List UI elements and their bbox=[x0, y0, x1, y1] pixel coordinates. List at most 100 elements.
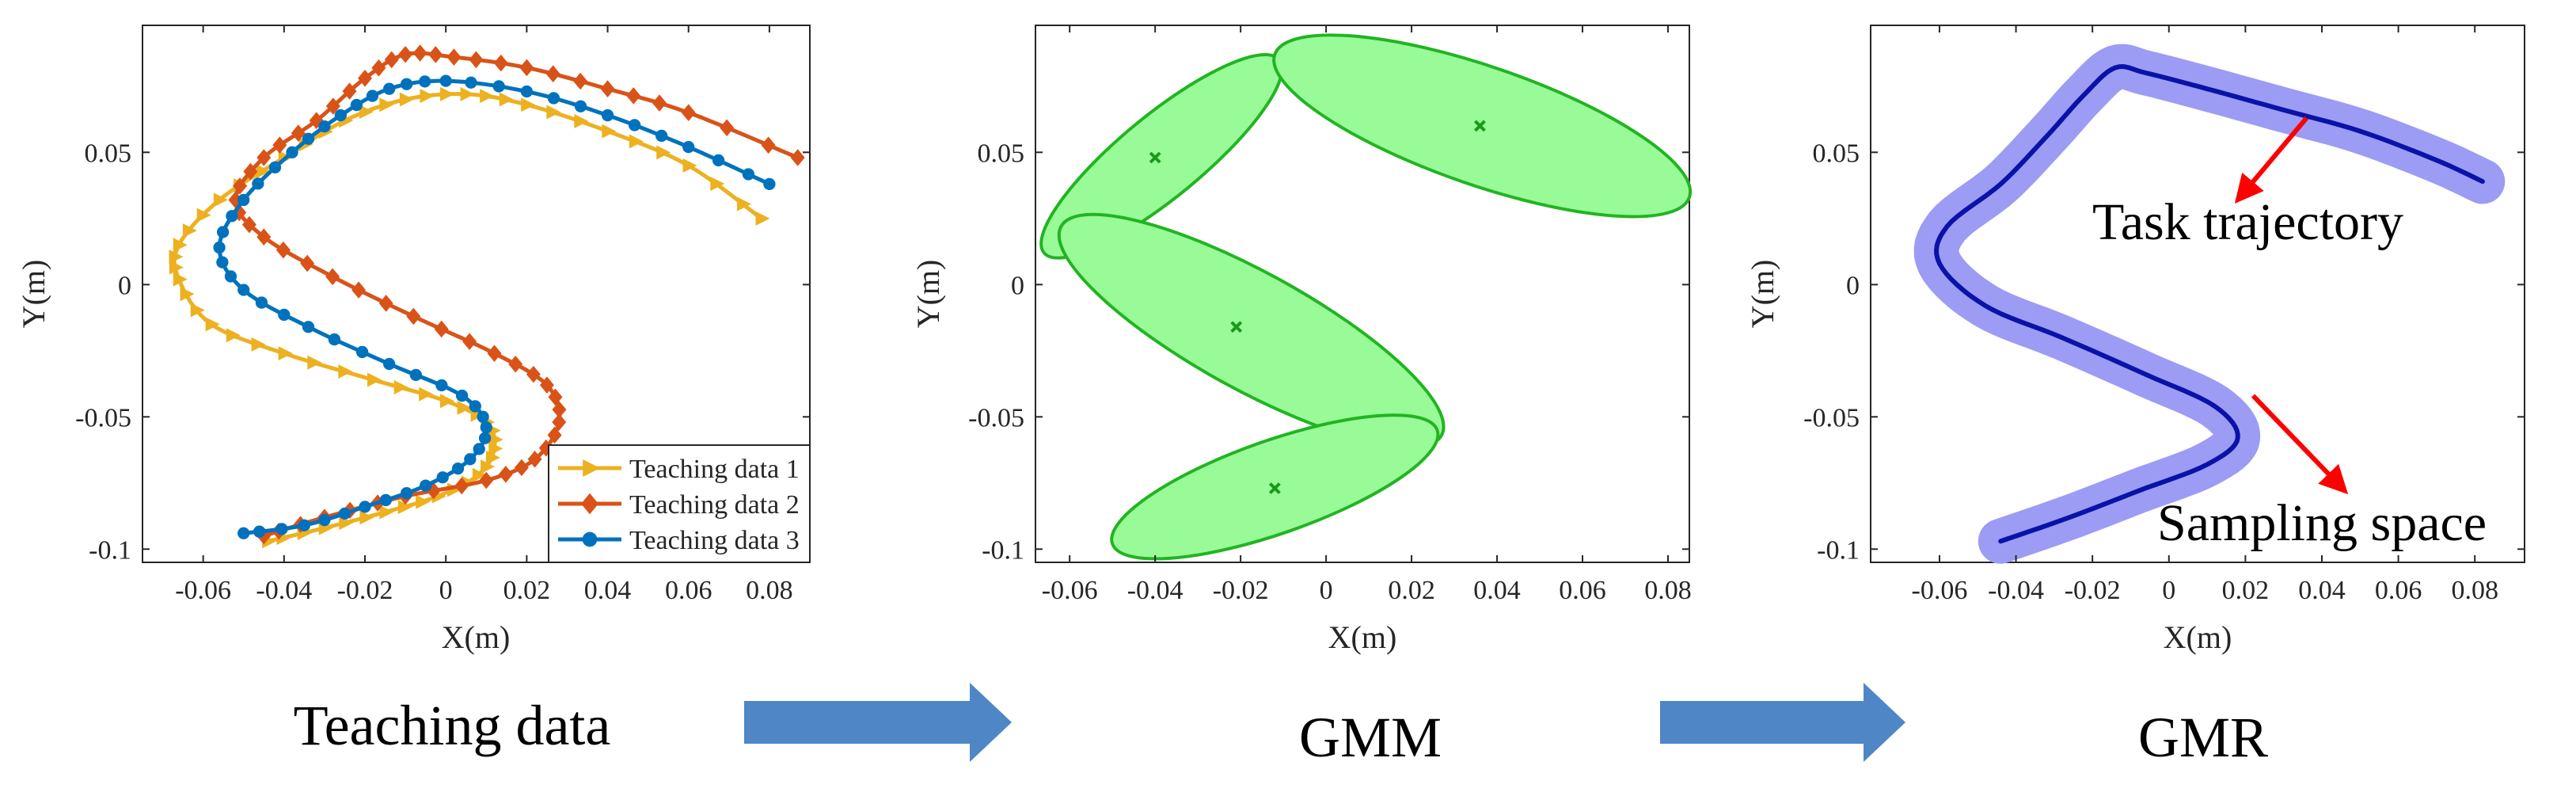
legend-entry: Teaching data 2 bbox=[558, 490, 800, 520]
data-point bbox=[256, 228, 272, 246]
data-point bbox=[275, 523, 288, 535]
data-point bbox=[232, 177, 247, 195]
caption-gmr: GMR bbox=[2138, 706, 2268, 769]
x-tick-label: 0.02 bbox=[2222, 576, 2270, 605]
data-point bbox=[472, 467, 487, 482]
data-point bbox=[499, 92, 514, 107]
data-point bbox=[539, 376, 554, 394]
gmr-chart: Task trajectory Sampling space -0.06 -0.04… bbox=[1745, 25, 2525, 655]
legend-marker bbox=[583, 459, 601, 477]
data-point bbox=[656, 145, 671, 160]
data-point bbox=[400, 78, 413, 90]
data-point bbox=[224, 270, 237, 283]
data-point bbox=[355, 345, 369, 359]
x-tick-label: 0 bbox=[2162, 576, 2175, 605]
y-tick-label: -0.05 bbox=[1803, 403, 1860, 432]
series-line bbox=[217, 78, 770, 535]
legend-marker bbox=[582, 531, 598, 547]
annotation-arrow bbox=[2234, 116, 2308, 204]
y-tick-label: -0.05 bbox=[75, 403, 131, 432]
data-point bbox=[761, 136, 776, 154]
data-point bbox=[318, 513, 331, 527]
data-point bbox=[302, 132, 315, 145]
data-point bbox=[479, 471, 494, 489]
data-point bbox=[712, 154, 725, 167]
data-point bbox=[481, 459, 496, 474]
data-point bbox=[253, 525, 266, 538]
data-point bbox=[573, 72, 588, 90]
data-point bbox=[173, 272, 188, 287]
data-point bbox=[300, 254, 315, 272]
data-point bbox=[398, 45, 413, 63]
x-tick-label: -0.06 bbox=[175, 576, 231, 605]
y-tick-label: 0.05 bbox=[85, 139, 132, 168]
data-point bbox=[527, 450, 542, 468]
data-point bbox=[275, 241, 291, 259]
data-point bbox=[460, 86, 475, 101]
data-point bbox=[526, 365, 541, 383]
data-point bbox=[339, 516, 354, 531]
data-point bbox=[302, 321, 315, 333]
y-axis-label: Y(m) bbox=[16, 260, 51, 329]
data-point bbox=[682, 158, 697, 173]
data-point bbox=[318, 120, 331, 133]
data-point bbox=[338, 364, 353, 379]
data-point bbox=[488, 432, 503, 448]
data-point bbox=[439, 86, 454, 101]
data-point bbox=[790, 149, 805, 166]
data-point bbox=[226, 210, 238, 223]
data-point bbox=[216, 226, 230, 238]
data-point bbox=[213, 241, 226, 254]
data-point bbox=[547, 92, 560, 105]
gmm-chart: -0.06 -0.04 -0.02 0 0.02 0.04 0.06 0.08 0.05 0 -0.… bbox=[910, 25, 1693, 655]
flow-arrow-right bbox=[1660, 683, 1905, 762]
data-point bbox=[457, 400, 472, 415]
data-point bbox=[256, 164, 271, 179]
data-point bbox=[480, 421, 492, 434]
ticks-layer: -0.06 -0.04 -0.02 0 0.02 0.04 0.06 0.08 0.05 0 -0.… bbox=[968, 25, 1692, 605]
gaussian-ellipse bbox=[1057, 212, 1446, 449]
data-point bbox=[334, 109, 347, 122]
data-point bbox=[351, 281, 367, 299]
data-point bbox=[737, 196, 752, 211]
data-point bbox=[169, 260, 184, 275]
x-tick-label: 0.08 bbox=[2451, 576, 2498, 605]
data-point bbox=[720, 119, 735, 137]
data-point bbox=[416, 494, 431, 509]
data-point bbox=[520, 85, 534, 98]
x-tick-label: 0 bbox=[439, 576, 453, 605]
x-tick-label: 0.02 bbox=[503, 576, 551, 605]
data-point bbox=[400, 487, 413, 500]
data-point bbox=[473, 443, 485, 455]
data-point bbox=[626, 87, 641, 105]
data-point bbox=[409, 368, 422, 382]
data-point bbox=[465, 76, 477, 89]
x-tick-label: 0.08 bbox=[1644, 576, 1692, 605]
annotations: Task trajectory Sampling space bbox=[2092, 116, 2487, 552]
data-point bbox=[545, 65, 560, 83]
data-point bbox=[237, 527, 250, 539]
data-point bbox=[359, 501, 371, 513]
data-point bbox=[428, 46, 443, 63]
data-point bbox=[384, 51, 399, 69]
data-point bbox=[205, 317, 220, 332]
data-point bbox=[307, 355, 322, 370]
data-point bbox=[399, 92, 414, 107]
caption-gmm: GMM bbox=[1299, 706, 1442, 769]
data-point bbox=[190, 303, 205, 318]
data-point bbox=[492, 80, 505, 93]
data-point bbox=[498, 465, 513, 483]
task-trajectory-line bbox=[1934, 64, 2485, 544]
x-tick-label: -0.02 bbox=[2065, 576, 2121, 605]
data-point bbox=[419, 387, 434, 402]
data-point bbox=[366, 90, 379, 102]
data-point bbox=[652, 94, 667, 112]
gaussian-center bbox=[1149, 151, 1161, 164]
data-point bbox=[251, 337, 266, 352]
data-point bbox=[393, 379, 408, 394]
gaussian-center bbox=[1474, 120, 1486, 132]
data-point bbox=[548, 388, 563, 406]
data-point bbox=[574, 113, 589, 128]
x-tick-label: 0.04 bbox=[1473, 576, 1521, 605]
legend-label: Teaching data 1 bbox=[629, 455, 800, 484]
